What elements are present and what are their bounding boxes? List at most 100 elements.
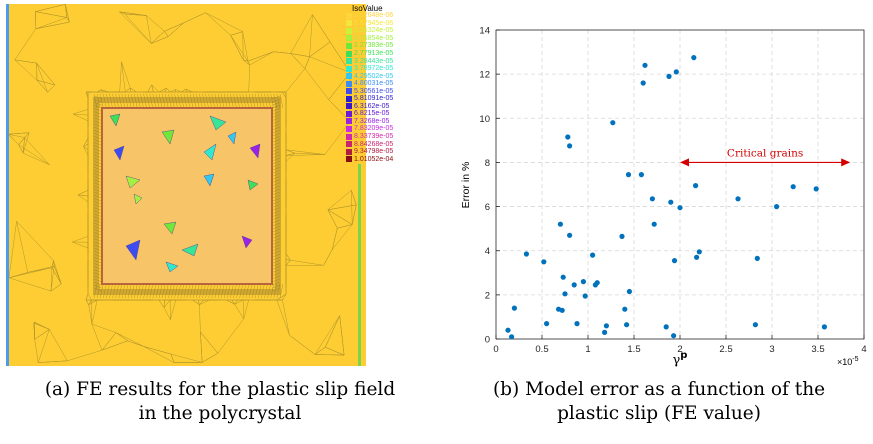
mesh-edge [93, 284, 103, 289]
mesh-edge [93, 235, 103, 239]
mesh-edge [271, 191, 281, 196]
mesh-edge [351, 190, 357, 205]
mesh-edge [93, 117, 103, 121]
legend-swatch [346, 95, 352, 102]
mesh-edge [177, 93, 181, 109]
mesh-edge [242, 93, 247, 109]
mesh-edge [130, 87, 137, 93]
mesh-edge [14, 59, 38, 81]
mesh-edge [181, 88, 186, 93]
mesh-edge [24, 137, 50, 165]
mesh-edge [93, 250, 103, 255]
mesh-edge [73, 113, 89, 116]
mesh-edge [93, 120, 103, 125]
y-tick-label: 12 [479, 70, 490, 81]
mesh-edge [276, 299, 290, 336]
legend-label: 7.57945e-06 [354, 19, 394, 27]
mesh-edge [124, 93, 129, 109]
mesh-edge [93, 201, 103, 205]
mesh-edge [93, 207, 103, 211]
mesh-edge [27, 265, 55, 273]
mesh-edge [72, 113, 89, 122]
legend-swatch [346, 103, 352, 110]
mesh-edge [158, 299, 165, 308]
mesh-edge [167, 22, 184, 37]
mesh-edge [271, 145, 281, 149]
mesh-edge [251, 283, 256, 299]
mesh-edge [93, 241, 103, 245]
mesh-edge [87, 294, 92, 301]
y-tick-label: 14 [479, 26, 490, 37]
mesh-edge [50, 266, 55, 292]
mesh-edge [163, 307, 171, 320]
mesh-edge [119, 61, 122, 93]
mesh-edge [100, 89, 104, 93]
mesh-edge [279, 283, 284, 299]
mesh-edge [243, 59, 250, 66]
mesh-edge [36, 63, 48, 93]
mesh-edge [151, 36, 169, 44]
mesh-edge [134, 93, 138, 109]
mesh-edge [177, 283, 181, 299]
mesh-edge [143, 346, 172, 355]
mesh-edge [18, 137, 25, 145]
mesh-edge [242, 31, 249, 62]
polycrystal-region [101, 107, 273, 285]
mesh-edge [248, 64, 250, 93]
mesh-edge [271, 129, 281, 134]
mesh-edge [230, 93, 234, 109]
mesh-edge [271, 123, 281, 128]
mesh-edge [271, 132, 281, 137]
mesh-edge [271, 278, 281, 283]
mesh-edge [186, 283, 191, 299]
mesh-edge [290, 259, 324, 266]
mesh-edge [35, 4, 66, 12]
data-point [752, 322, 758, 328]
mesh-edge [151, 84, 160, 93]
mesh-edge [327, 190, 352, 210]
legend-swatch [346, 58, 352, 65]
mesh-edge [279, 93, 284, 109]
mesh-edge [147, 84, 153, 93]
mesh-edge [289, 334, 316, 355]
data-point [671, 258, 678, 264]
mesh-edge [93, 275, 103, 280]
mesh-edge [83, 146, 89, 156]
data-point [523, 251, 529, 257]
mesh-edge [93, 173, 103, 177]
data-point [624, 322, 630, 328]
mesh-edge [223, 283, 228, 299]
mesh-edge [93, 219, 103, 224]
grain-patch [113, 145, 125, 161]
grain-patch [203, 143, 217, 161]
mesh-edge [168, 283, 172, 299]
mesh-edge [271, 105, 281, 109]
mesh-edge [115, 93, 119, 109]
mesh-edge [93, 126, 103, 131]
mesh-edge [93, 247, 103, 252]
mesh-edge [208, 93, 212, 109]
legend-label: 1.26324e-05 [354, 27, 394, 35]
mesh-edge [93, 191, 103, 196]
x-tick-label: 0.5 [535, 344, 548, 355]
mesh-edge [106, 283, 110, 299]
mesh-edge [271, 148, 281, 152]
mesh-edge [18, 144, 24, 154]
mesh-edge [271, 269, 281, 273]
grain-patch [203, 173, 215, 187]
data-point [559, 307, 565, 313]
mesh-edge [271, 173, 281, 177]
mesh-edge [93, 132, 103, 137]
mesh-edge [171, 93, 175, 109]
mesh-edge [185, 88, 188, 93]
mesh-edge [93, 101, 103, 106]
mesh-edge [119, 11, 152, 44]
mesh-edge [161, 93, 166, 109]
legend-label: 4.29502e-05 [354, 72, 394, 80]
mesh-edge [93, 139, 103, 143]
mesh-edge [8, 277, 52, 292]
mesh-edge [227, 283, 231, 299]
mesh-edge [155, 283, 160, 299]
mesh-edge [112, 93, 116, 109]
data-point [511, 305, 517, 311]
